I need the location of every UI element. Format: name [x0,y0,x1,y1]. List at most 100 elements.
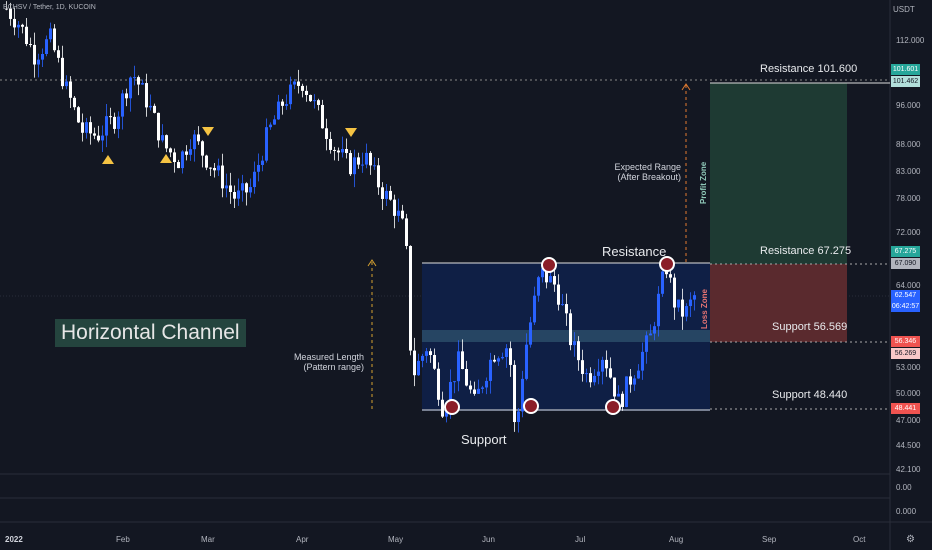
candle-body [577,341,580,361]
triangle-up-marker [102,155,114,164]
candle-body [597,371,600,376]
candle-body [273,119,276,125]
candle-body [401,210,404,219]
candle-body [645,335,648,352]
touch-circle-marker [541,257,557,273]
candle-body [477,388,480,394]
candle-body [13,18,16,28]
y-tick: 64.000 [896,281,921,290]
triangle-down-marker [345,128,357,137]
candle-body [341,149,344,153]
candle-body [665,271,668,275]
price-badge-support-b: 56.269 [891,348,920,359]
candle-body [237,190,240,199]
touch-circles [444,256,675,415]
y-tick: 0.000 [896,507,917,516]
candle-body [453,381,456,383]
candle-body [173,152,176,163]
candle-body [93,133,96,136]
candle-body [369,152,372,166]
candle-body [353,157,356,175]
price-badge-resistance-b: 67.090 [891,258,920,269]
candle-body [377,165,380,188]
candle-body [657,293,660,327]
candle-body [417,360,420,376]
candle-body [313,100,316,102]
candle-body [357,157,360,165]
candle-body [61,57,64,87]
candle-body [537,277,540,296]
candle-body [621,393,624,407]
candle-body [573,341,576,346]
candle-body [509,348,512,365]
candle-body [569,313,572,346]
candle-body [481,387,484,389]
candle-body [337,150,340,153]
candle-body [17,24,20,28]
candle-body [69,81,72,98]
price-badge-resistance-top-a: 101.601 [891,64,920,75]
candle-body [301,85,304,91]
candle-body [625,376,628,407]
candle-body [225,185,228,189]
resistance-annotation: Resistance [602,244,667,259]
candle-body [169,148,172,153]
channel-midband [422,330,710,342]
profit-zone [710,83,847,264]
candle-body [129,77,132,99]
y-tick: 47.000 [896,416,921,425]
y-tick: 96.000 [896,101,921,110]
x-tick: 2022 [5,535,23,544]
candle-body [257,164,260,172]
candle-body [89,122,92,134]
candle-body [601,359,604,372]
candle-body [497,358,500,362]
candle-body [505,348,508,357]
candle-body [605,359,608,369]
candle-body [425,351,428,356]
candle-body [149,105,152,108]
settings-gear-icon[interactable]: ⚙ [906,534,915,545]
x-tick: Mar [201,535,215,544]
candle-body [217,165,220,171]
candle-body [289,84,292,105]
candle-body [145,83,148,108]
x-tick: Feb [116,535,130,544]
triangle-up-marker [160,154,172,163]
candle-body [593,375,596,383]
candle-body [213,167,216,171]
candle-body [545,268,548,283]
x-tick: Jun [482,535,495,544]
candle-body [373,165,376,167]
candle-body [113,116,116,129]
candle-body [125,93,128,99]
touch-circle-marker [523,398,539,414]
candle-body [165,135,168,149]
candle-body [181,151,184,169]
candle-body [365,152,368,165]
candle-body [585,373,588,375]
candle-body [461,351,464,370]
candle-body [469,385,472,390]
candle-body [653,326,656,334]
candle-body [673,277,676,308]
candle-body [397,210,400,216]
candle-body [493,359,496,362]
candle-body [541,268,544,278]
candle-body [405,218,408,246]
expected-range-line2: (After Breakout) [617,172,681,182]
candle-body [525,344,528,379]
candle-body [197,134,200,142]
candle-body [245,183,248,193]
candle-body [37,59,40,65]
level-label-support-low: Support 48.440 [772,389,848,401]
y-tick: 50.000 [896,389,921,398]
candle-body [561,304,564,306]
candle-body [553,276,556,285]
candle-body [685,306,688,317]
measured-length-arrowhead [367,259,377,267]
candle-body [229,185,232,193]
candle-body [361,164,364,166]
candle-body [33,44,36,65]
